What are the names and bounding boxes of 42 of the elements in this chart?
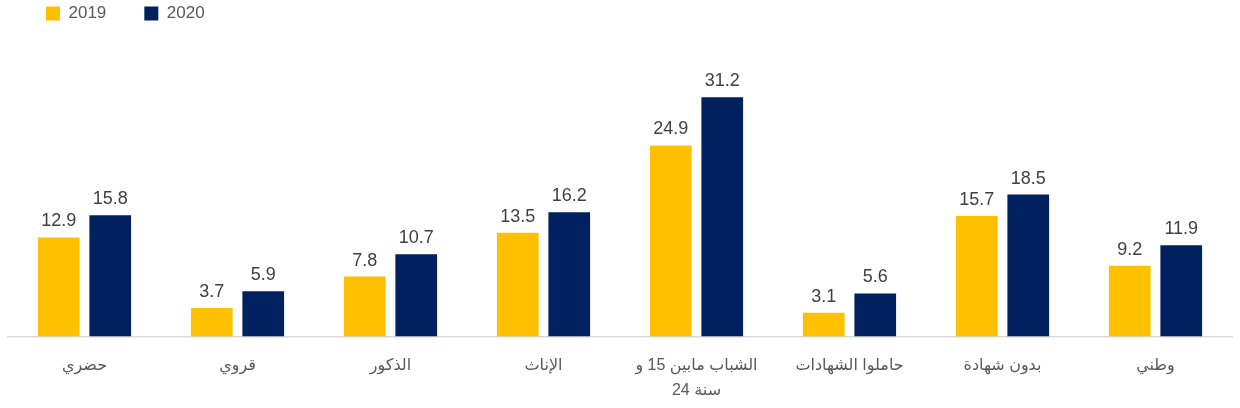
bar [242, 291, 285, 337]
data-label: 18.5 [1010, 167, 1046, 188]
bar [1108, 265, 1151, 337]
bar [343, 276, 386, 337]
bar [701, 97, 744, 337]
bar [89, 215, 132, 337]
data-label: 13.5 [500, 205, 536, 226]
data-label: 7.8 [352, 249, 378, 270]
x-tick-label: قروي [219, 356, 256, 376]
data-label: 10.7 [398, 227, 434, 248]
bar [955, 216, 998, 337]
x-tick-label: الذكور [368, 356, 412, 376]
legend-label: 2019 [68, 3, 107, 23]
bar [496, 232, 539, 337]
data-label: 12.9 [41, 210, 77, 231]
data-label: 15.7 [959, 188, 995, 209]
bar [649, 145, 692, 337]
x-tick-label: حضري [61, 356, 108, 376]
data-label: 5.9 [250, 264, 276, 285]
bar [1160, 245, 1203, 337]
data-label: 11.9 [1164, 218, 1199, 239]
bar [854, 293, 897, 337]
bar [395, 254, 438, 337]
bar [802, 312, 845, 337]
bar [1007, 194, 1050, 337]
data-label: 24.9 [653, 118, 689, 139]
x-tick-label: وطني [1136, 356, 1175, 376]
data-label: 15.8 [92, 188, 128, 209]
x-tick-label: الشباب مابين 15 و 24 سنة [634, 356, 758, 399]
data-label: 3.7 [199, 281, 225, 301]
x-tick-label: الإناث [524, 356, 563, 375]
data-label: 31.2 [704, 70, 740, 91]
bar [548, 212, 591, 337]
data-label: 5.6 [862, 266, 888, 287]
x-tick-label: بدون شهادة [963, 356, 1042, 376]
legend-label: 2020 [166, 3, 205, 23]
data-label: 3.1 [811, 285, 837, 306]
data-label: 9.2 [1117, 238, 1143, 259]
bar [37, 237, 80, 337]
x-tick-label: حاملوا الشهادات [795, 356, 904, 376]
data-label: 16.2 [551, 185, 587, 206]
bar [190, 308, 233, 337]
